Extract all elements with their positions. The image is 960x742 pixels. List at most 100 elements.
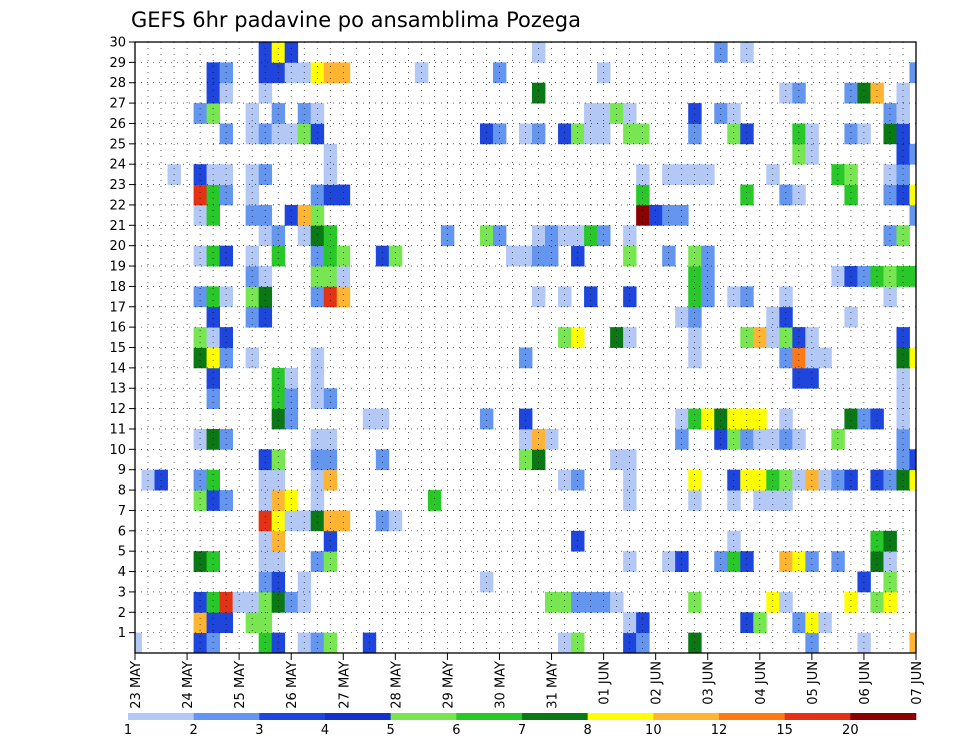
heatmap-cell [271, 591, 286, 613]
heatmap-cell [662, 204, 676, 226]
heatmap-cell [258, 225, 273, 247]
heatmap-cell [193, 490, 207, 511]
heatmap-cell [909, 266, 917, 287]
heatmap-cell [753, 408, 767, 430]
heatmap-cell [896, 123, 910, 145]
heatmap-cell [336, 286, 351, 308]
heatmap-cell [323, 245, 338, 267]
heatmap-cell [610, 327, 624, 348]
heatmap-cell [284, 591, 299, 613]
heatmap-cell [362, 408, 377, 430]
heatmap-cell [740, 42, 754, 63]
heatmap-cell [909, 632, 917, 654]
heatmap-cell [571, 591, 585, 613]
heatmap-cell [714, 408, 728, 430]
heatmap-cell [779, 428, 793, 450]
x-tick-label: 05 JUN [806, 661, 821, 705]
heatmap-cell [792, 347, 806, 369]
heatmap-cell [753, 327, 767, 348]
heatmap-cell [727, 490, 741, 511]
colorbar-label: 6 [452, 723, 460, 738]
heatmap-cell [206, 388, 221, 409]
heatmap-cell [675, 408, 689, 430]
heatmap-cell [688, 327, 702, 348]
heatmap-cell [831, 428, 845, 450]
heatmap-cell [245, 612, 260, 634]
heatmap-cell [792, 612, 806, 634]
heatmap-cell [310, 123, 325, 145]
x-tick-label: 23 MAY [129, 661, 144, 709]
heatmap-cell [219, 286, 234, 308]
heatmap-cell [193, 103, 207, 124]
y-tick-label: 18 [109, 280, 126, 295]
colorbar-swatch [390, 713, 457, 720]
heatmap-cell [636, 204, 650, 226]
y-tick-label: 29 [109, 56, 126, 71]
colorbar-swatch [128, 713, 194, 720]
heatmap-cell [310, 388, 325, 409]
grid-lines [135, 42, 916, 653]
chart-title: GEFS 6hr padavine po ansamblima Pozega [131, 8, 581, 32]
heatmap-cell [479, 123, 494, 145]
colorbar-label: 5 [387, 723, 395, 738]
heatmap-cell [193, 245, 207, 267]
y-axis: 1234567891011121314151617181920212223242… [109, 36, 135, 641]
heatmap-cell [844, 123, 858, 145]
heatmap-cell [909, 143, 917, 165]
heatmap-cell [688, 490, 702, 511]
heatmap-cell [701, 245, 715, 267]
heatmap-cell [323, 632, 338, 654]
colorbar-swatch [325, 713, 391, 720]
heatmap-cell [284, 510, 299, 532]
heatmap-cell [219, 591, 234, 613]
x-tick-label: 31 MAY [546, 661, 561, 709]
y-tick-label: 26 [109, 117, 126, 132]
heatmap-cell [753, 490, 767, 511]
heatmap-cell [714, 551, 728, 572]
heatmap-cell [805, 612, 819, 634]
y-tick-label: 2 [118, 606, 126, 621]
x-tick-label: 04 JUN [754, 661, 769, 705]
heatmap-cell [675, 428, 689, 450]
y-tick-label: 4 [118, 565, 126, 580]
heatmap-cell [727, 530, 741, 552]
heatmap-cell [271, 42, 286, 63]
heatmap-cell [844, 408, 858, 430]
heatmap-cell [857, 408, 871, 430]
heatmap-cell [258, 551, 273, 572]
heatmap-cell [258, 571, 273, 593]
heatmap-cell [258, 204, 273, 226]
colorbar-label: 4 [321, 723, 329, 738]
heatmap-cell [792, 184, 806, 206]
heatmap-cell [610, 591, 624, 613]
y-tick-label: 27 [109, 97, 126, 112]
heatmap-cell [571, 530, 585, 552]
heatmap-cell [662, 245, 676, 267]
colorbar-swatch [850, 713, 917, 720]
heatmap-cell [701, 286, 715, 308]
heatmap-cell [245, 123, 260, 145]
heatmap-cell [206, 612, 221, 634]
heatmap-cell [336, 184, 351, 206]
heatmap-cell [584, 225, 598, 247]
heatmap-cell [297, 571, 312, 593]
heatmap-cell [206, 347, 221, 369]
heatmap-cell [310, 449, 325, 471]
heatmap-cell [219, 245, 234, 267]
heatmap-cell [532, 286, 546, 308]
heatmap-cell [271, 388, 286, 409]
y-tick-label: 17 [109, 300, 126, 315]
heatmap-cell [779, 82, 793, 104]
y-tick-label: 25 [109, 137, 126, 152]
heatmap-cell [623, 225, 637, 247]
heatmap-cell [323, 530, 338, 552]
heatmap-cell [636, 123, 650, 145]
heatmap-cell [310, 632, 325, 654]
heatmap-cell [792, 327, 806, 348]
heatmap-cell [857, 632, 871, 654]
x-tick-label: 25 MAY [233, 661, 248, 709]
heatmap-cell [193, 551, 207, 572]
heatmap-cell [135, 632, 142, 654]
heatmap-cell [740, 612, 754, 634]
